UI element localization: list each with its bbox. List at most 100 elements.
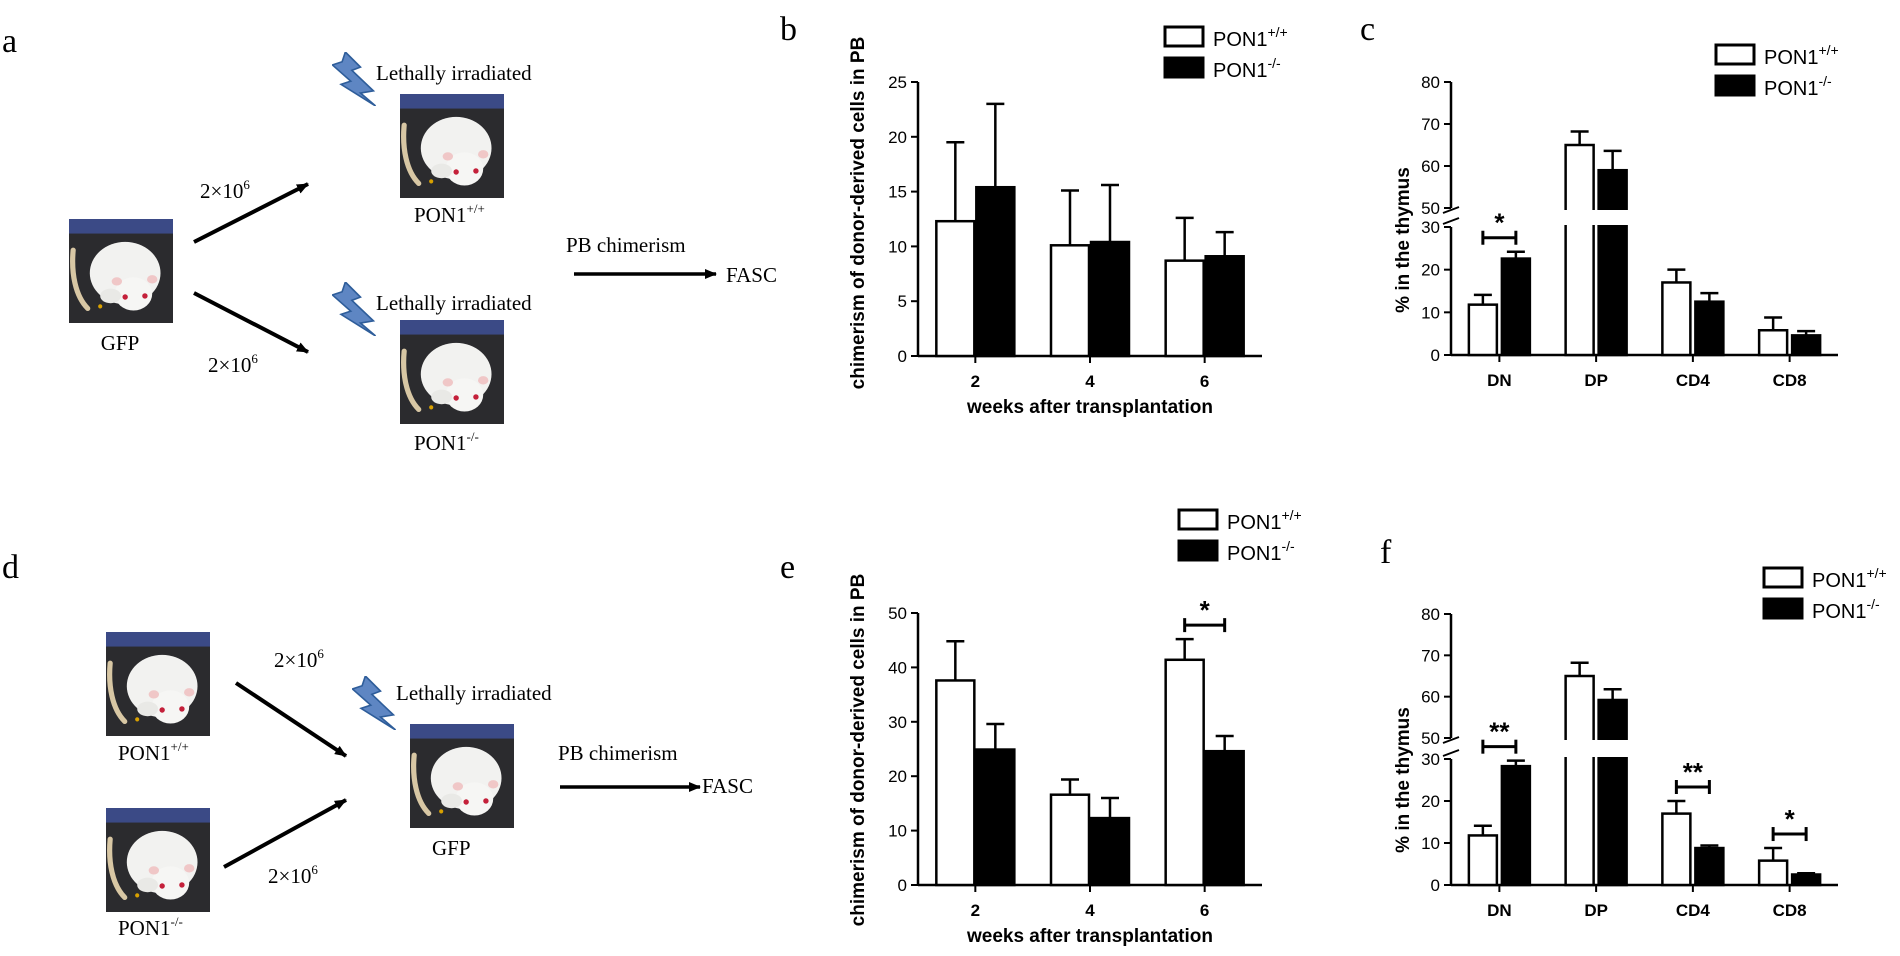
y-tick-label: 0 — [1431, 876, 1440, 895]
axis-break-mark — [1442, 736, 1460, 757]
bar-ko — [1089, 816, 1131, 887]
y-tick-label: 10 — [1421, 303, 1440, 322]
legend-label-wt: PON1+/+ — [1764, 42, 1839, 69]
recipient-gfp-label: GFP — [432, 836, 471, 860]
x-tick-label: CD8 — [1773, 901, 1807, 920]
legend-swatch-wt — [1762, 566, 1804, 589]
method-label: FASC — [726, 263, 777, 287]
y-tick-label: 0 — [1431, 346, 1440, 365]
donor-ko-label: PON1-/- — [118, 914, 183, 940]
diagram-d: PON1+/+ PON1-/- 2×106 2×106 Lethally irr… — [106, 632, 753, 940]
bar-wt — [1661, 812, 1692, 887]
y-tick-label: 20 — [888, 767, 907, 786]
bar-ko — [1500, 257, 1532, 357]
bar-ko — [975, 748, 1016, 887]
panel-label-e: e — [780, 549, 795, 586]
bar-ko — [1790, 334, 1822, 357]
dose-top: 2×106 — [200, 177, 250, 203]
donor-label: GFP — [101, 331, 140, 355]
y-tick-label: 20 — [1421, 792, 1440, 811]
x-axis-title: weeks after transplantation — [966, 926, 1213, 947]
bar-ko — [1597, 698, 1628, 887]
recipient-gfp-photo — [410, 724, 514, 828]
diagram-a: GFP 2×106 2×106 Lethally irradiated PON1… — [69, 52, 777, 455]
y-tick-label: 10 — [888, 822, 907, 841]
legend-label-ko: PON1-/- — [1764, 73, 1832, 100]
arrow-to-wt-recipient — [193, 182, 309, 244]
radiation-bolt-icon — [352, 676, 396, 730]
arrow-to-ko-recipient — [193, 291, 309, 354]
x-tick-label: 6 — [1200, 901, 1209, 920]
bar-break-gap — [1563, 740, 1596, 757]
y-tick-label: 30 — [1421, 750, 1440, 769]
x-tick-label: CD8 — [1773, 371, 1807, 390]
irradiated-label-bottom: Lethally irradiated — [376, 291, 532, 315]
significance-label: ** — [1683, 757, 1704, 787]
y-tick-label: 5 — [898, 292, 907, 311]
bar-wt — [1049, 244, 1091, 358]
y-axis-title: % in the thymus — [1393, 707, 1414, 853]
legend-swatch-wt — [1163, 25, 1205, 48]
recipient-wt-label: PON1+/+ — [414, 201, 485, 227]
bar-wt — [1564, 143, 1595, 357]
y-tick-label: 0 — [898, 347, 907, 366]
panel-label-d: d — [2, 549, 19, 586]
y-tick-label: 25 — [888, 73, 907, 92]
legend: PON1+/+ PON1-/- — [1714, 42, 1839, 100]
panel-label-f: f — [1380, 534, 1392, 571]
legend-swatch-ko — [1177, 539, 1219, 562]
x-tick-label: 4 — [1085, 901, 1095, 920]
legend-label-ko: PON1-/- — [1812, 596, 1880, 623]
panel-label-c: c — [1360, 11, 1375, 48]
bar-wt — [1661, 281, 1692, 357]
bar-wt — [1564, 674, 1595, 887]
bar-break-gap — [1563, 210, 1596, 225]
x-tick-label: CD4 — [1676, 901, 1711, 920]
legend: PON1+/+ PON1-/- — [1177, 507, 1302, 565]
y-axis-title: chimerism of donor-derived cells in PB — [848, 574, 869, 927]
y-tick-label: 70 — [1421, 646, 1440, 665]
bar-ko — [1694, 300, 1725, 357]
arrow-from-ko-donor — [223, 798, 347, 869]
bar-wt — [1757, 329, 1789, 357]
radiation-bolt-icon — [332, 282, 376, 336]
y-tick-label: 50 — [888, 604, 907, 623]
y-tick-label: 20 — [888, 128, 907, 147]
bar-wt — [1049, 793, 1091, 887]
significance-label: * — [1785, 804, 1796, 834]
bar-wt — [1467, 303, 1499, 357]
x-tick-label: CD4 — [1676, 371, 1711, 390]
significance-label: ** — [1489, 717, 1510, 747]
legend-swatch-ko — [1762, 597, 1804, 620]
x-tick-label: DP — [1584, 371, 1608, 390]
dose-bottom: 2×106 — [208, 351, 258, 377]
axis-break-mark — [1442, 206, 1460, 225]
x-axis-title: weeks after transplantation — [966, 397, 1213, 418]
y-tick-label: 60 — [1421, 688, 1440, 707]
recipient-wt-photo — [400, 94, 504, 198]
panel-label-b: b — [780, 11, 797, 48]
x-tick-label: 2 — [971, 901, 980, 920]
significance-label: * — [1200, 595, 1211, 625]
donor-ko-photo — [106, 808, 210, 912]
y-tick-label: 80 — [1421, 605, 1440, 624]
bar-wt — [1164, 259, 1205, 358]
chart-b-pb-chimerism: 0 5 10 15 20 25 2 4 6 weeks after transplantation… — [848, 24, 1288, 418]
y-tick-label: 50 — [1421, 729, 1440, 748]
significance-label: * — [1494, 208, 1505, 238]
recipient-ko-photo — [400, 320, 504, 424]
y-tick-label: 20 — [1421, 261, 1440, 280]
legend-swatch-ko — [1163, 56, 1205, 79]
readout-label: PB chimerism — [566, 233, 686, 257]
y-axis-title: chimerism of donor-derived cells in PB — [848, 37, 869, 390]
dose-bottom: 2×106 — [268, 862, 318, 888]
legend: PON1+/+ PON1-/- — [1163, 24, 1288, 82]
legend-swatch-ko — [1714, 74, 1756, 97]
x-tick-label: 4 — [1085, 372, 1095, 391]
legend-label-wt: PON1+/+ — [1227, 507, 1302, 534]
x-tick-label: DP — [1584, 901, 1608, 920]
bar-wt — [935, 679, 976, 887]
x-tick-label: DN — [1487, 901, 1512, 920]
y-tick-label: 40 — [888, 658, 907, 677]
